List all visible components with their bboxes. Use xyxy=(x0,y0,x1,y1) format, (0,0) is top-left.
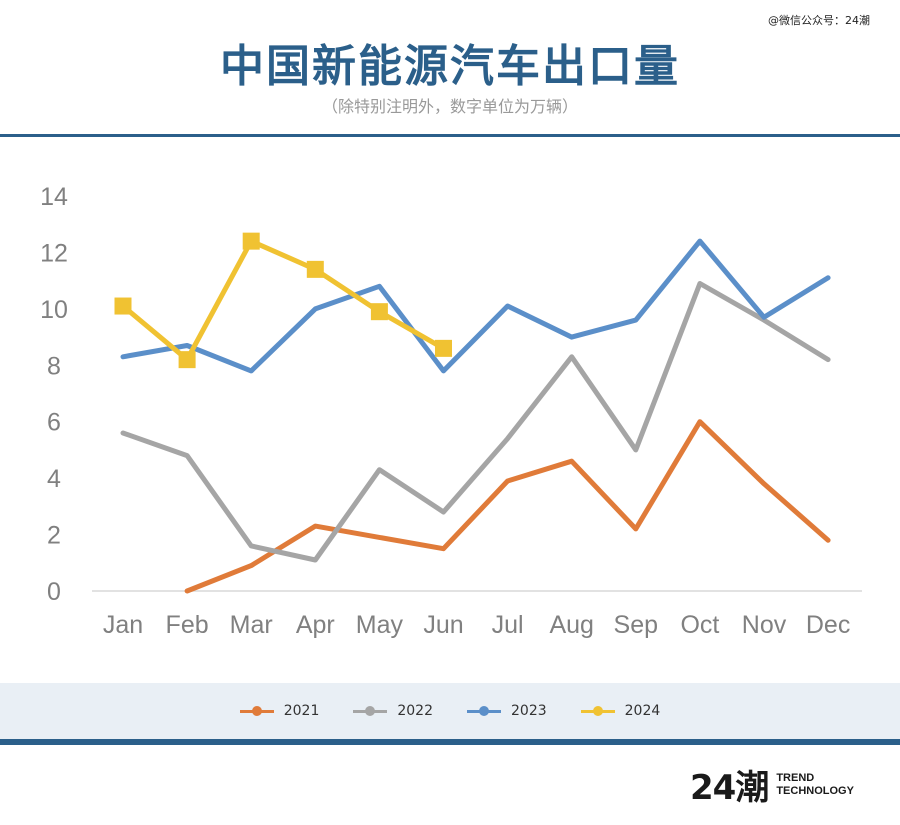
y-tick-label: 0 xyxy=(47,578,61,606)
data-point-2024 xyxy=(114,297,132,315)
line-chart: 0 2 4 6 8 10 12 14 Jan Feb Mar Apr May Jun Jul Aug Sep O… xyxy=(40,183,862,639)
legend-swatch xyxy=(467,706,501,716)
y-tick-label: 8 xyxy=(47,352,61,380)
x-tick-label: Mar xyxy=(230,611,273,639)
x-tick-label: Jan xyxy=(103,611,143,639)
top-divider xyxy=(0,134,900,137)
series-2021 xyxy=(184,419,831,594)
x-tick-label: Nov xyxy=(742,611,787,639)
series-2022 xyxy=(120,281,831,563)
bottom-divider xyxy=(0,739,900,745)
legend-label: 2024 xyxy=(624,703,661,719)
series-layer xyxy=(114,232,831,594)
x-tick-label: Feb xyxy=(166,611,209,639)
x-tick-label: Apr xyxy=(296,611,335,639)
series-2023 xyxy=(120,238,831,374)
legend-swatch-dot xyxy=(365,706,376,716)
legend-item-2021: 2021 xyxy=(239,703,320,719)
y-tick-label: 6 xyxy=(47,409,61,437)
legend-item-2024: 2024 xyxy=(580,703,661,719)
legend-swatch-dot xyxy=(592,706,603,716)
legend-swatch xyxy=(353,706,388,716)
legend-swatch-dot xyxy=(251,706,262,716)
brand-logo: 24潮 TREND TECHNOLOGY xyxy=(690,760,854,809)
legend-swatch xyxy=(239,706,274,716)
legend-swatch xyxy=(580,706,615,716)
legend-label: 2022 xyxy=(397,703,433,719)
x-tick-label: Sep xyxy=(614,611,658,639)
x-tick-label: Aug xyxy=(549,611,593,639)
chart-title: 中国新能源汽车出口量 xyxy=(220,41,680,92)
legend-swatch-dot xyxy=(479,706,489,716)
y-tick-label: 12 xyxy=(40,239,68,267)
data-point-2024 xyxy=(370,303,388,321)
y-axis-labels: 0 2 4 6 8 10 12 14 xyxy=(40,183,68,606)
series-line-2023 xyxy=(120,238,831,374)
x-axis-labels: Jan Feb Mar Apr May Jun Jul Aug Sep Oct Nov Dec xyxy=(103,611,850,639)
series-line-2024 xyxy=(120,238,446,363)
legend-item-2022: 2022 xyxy=(353,703,433,719)
legend-label: 2023 xyxy=(511,703,547,719)
watermark: @微信公众号：24潮 xyxy=(768,14,870,27)
x-tick-label: May xyxy=(356,611,404,639)
y-tick-label: 14 xyxy=(40,183,68,211)
brand-line-1: TREND xyxy=(776,771,815,784)
legend-label: 2021 xyxy=(283,703,320,719)
data-point-2024 xyxy=(306,260,324,278)
x-tick-label: Dec xyxy=(806,611,850,639)
series-line-2021 xyxy=(184,419,831,594)
brand-line-2: TECHNOLOGY xyxy=(776,784,854,797)
series-2024 xyxy=(114,232,452,369)
chart-legend: 2021 2022 2023 2024 xyxy=(0,683,900,739)
brand-text: TREND TECHNOLOGY xyxy=(776,772,854,798)
data-point-2024 xyxy=(435,339,452,357)
x-tick-label: Jul xyxy=(492,611,524,639)
data-point-2024 xyxy=(178,351,196,369)
data-point-2024 xyxy=(242,232,260,250)
chart-subtitle: （除特别注明外，数字单位为万辆） xyxy=(321,97,578,116)
brand-mark: 24潮 xyxy=(690,768,769,808)
legend-item-2023: 2023 xyxy=(467,703,547,719)
series-line-2022 xyxy=(120,281,831,563)
y-tick-label: 4 xyxy=(47,465,61,493)
y-tick-label: 2 xyxy=(47,522,61,550)
x-tick-label: Oct xyxy=(680,611,719,639)
y-tick-label: 10 xyxy=(40,296,68,324)
x-tick-label: Jun xyxy=(423,611,463,639)
legend-background xyxy=(0,683,900,739)
